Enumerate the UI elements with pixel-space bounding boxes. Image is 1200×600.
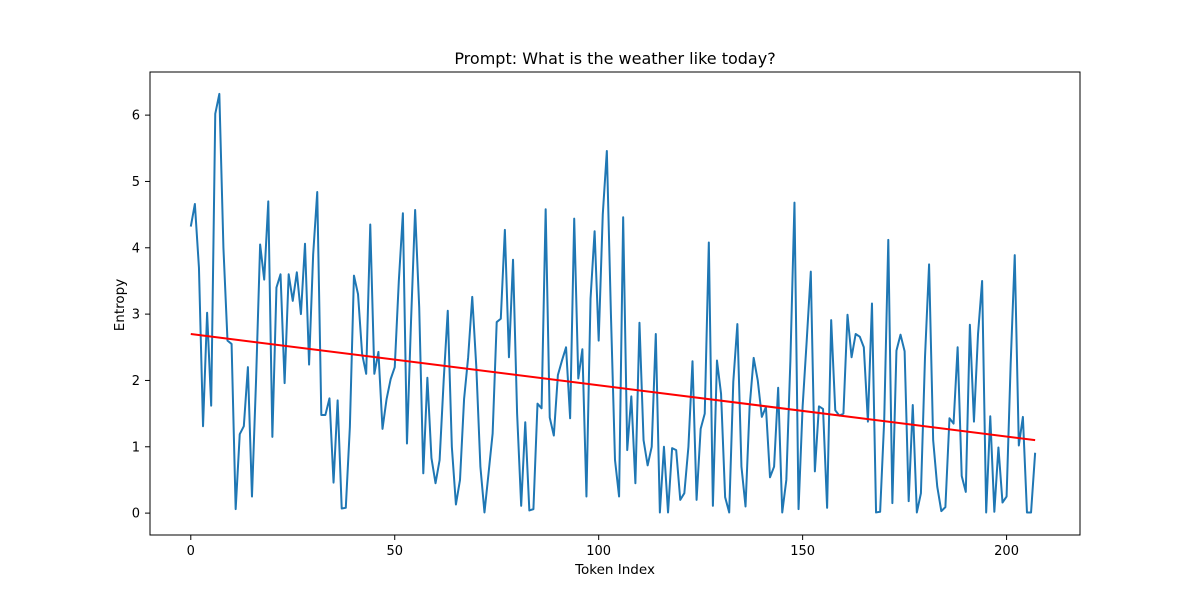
trend-line — [190, 333, 1036, 442]
y-tick-label: 0 — [132, 507, 140, 522]
x-tick-label: 50 — [386, 544, 403, 559]
axes-frame — [149, 71, 1081, 536]
x-tick-label: 0 — [187, 544, 195, 559]
y-tick-label: 1 — [132, 440, 140, 455]
x-tick-label: 100 — [586, 544, 611, 559]
x-axis: 0 50 100 150 200 — [187, 535, 1019, 559]
chart-title: Prompt: What is the weather like today? — [454, 49, 775, 68]
y-tick-label: 4 — [132, 241, 140, 256]
y-tick-label: 3 — [132, 308, 140, 323]
plot-area — [149, 71, 1081, 536]
y-tick-label: 2 — [132, 374, 140, 389]
x-axis-label: Token Index — [574, 562, 655, 578]
y-axis-label: Entropy — [112, 279, 128, 331]
y-tick-label: 5 — [132, 175, 140, 190]
y-tick-label: 6 — [132, 109, 140, 124]
x-tick-label: 150 — [790, 544, 815, 559]
y-axis: 0 1 2 3 4 5 6 — [132, 109, 150, 522]
x-tick-label: 200 — [994, 544, 1019, 559]
